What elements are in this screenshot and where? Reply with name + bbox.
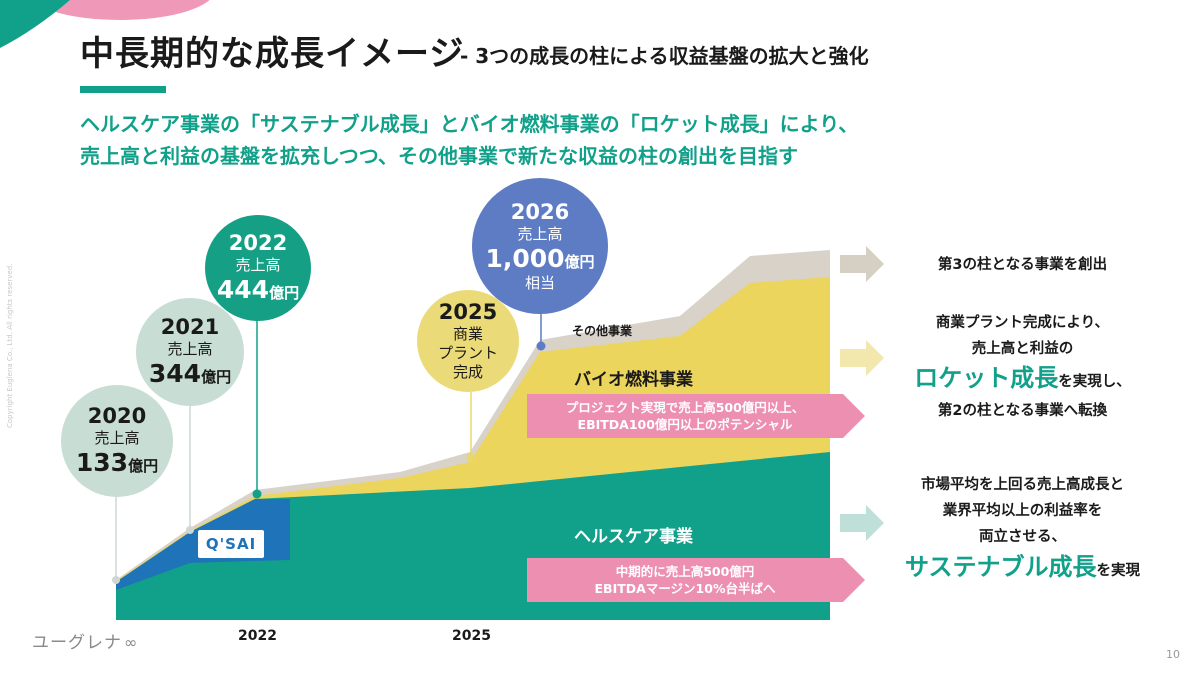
milestone-line2: プラント (437, 344, 498, 362)
milestone-2026: 2026 売上高 1,000億円 相当 (472, 178, 608, 314)
milestone-value: 444 (216, 275, 270, 304)
biofuel-banner: プロジェクト実現で売上高500億円以上、 EBITDA100億円以上のポテンシャ… (527, 399, 843, 433)
milestone-year: 2022 (228, 231, 288, 255)
milestone-suffix: 相当 (524, 273, 555, 292)
biofuel-banner-line1: プロジェクト実現で売上高500億円以上、 (565, 400, 805, 415)
milestone-unit: 億円 (564, 252, 595, 271)
label-other-business: その他事業 (572, 324, 633, 338)
side-biofuel-block: 商業プラント完成により、 売上高と利益の ロケット成長を実現し、 第2の柱となる… (895, 310, 1150, 424)
milestone-unit: 億円 (201, 368, 232, 386)
side-other-text: 第3の柱となる事業を創出 (937, 257, 1108, 273)
milestone-value: 344 (148, 359, 202, 388)
qsai-logo: Q'SAI (198, 530, 264, 558)
milestone-line1: 商業 (452, 325, 483, 343)
milestone-unit: 億円 (269, 284, 300, 302)
milestone-label: 売上高 (94, 429, 140, 447)
side-biofuel-after: を実現し、 (1058, 374, 1131, 390)
infinity-icon: ∞ (124, 633, 139, 652)
healthcare-banner: 中期的に売上高500億円 EBITDAマージン10%台半ばへ (527, 563, 843, 597)
milestone-value: 1,000 (485, 243, 565, 273)
label-biofuel: バイオ燃料事業 (574, 370, 693, 390)
milestone-2022: 2022 売上高 444億円 (205, 215, 311, 321)
label-healthcare: ヘルスケア事業 (574, 527, 693, 547)
arrow-healthcare (840, 505, 884, 541)
side-healthcare-line2: 業界平均以上の利益率を (942, 503, 1103, 519)
milestone-year: 2025 (438, 300, 498, 324)
lead-line-2: 売上高と利益の基盤を拡充しつつ、その他事業で新たな収益の柱の創出を目指す (80, 144, 798, 168)
milestone-year: 2020 (87, 404, 147, 428)
biofuel-banner-line2: EBITDA100億円以上のポテンシャル (577, 417, 793, 432)
milestone-2025: 2025 商業 プラント 完成 (417, 290, 519, 392)
arrow-biofuel (840, 340, 884, 376)
side-biofuel-line1: 商業プラント完成により、 (935, 315, 1110, 331)
page-title: 中長期的な成長イメージ (80, 34, 465, 74)
lead-line-1: ヘルスケア事業の「サステナブル成長」とバイオ燃料事業の「ロケット成長」により、 (80, 112, 859, 136)
side-healthcare-line3: 両立させる、 (979, 529, 1066, 545)
side-healthcare-emphasis: サステナブル成長 (904, 553, 1097, 581)
milestone-label: 売上高 (167, 340, 213, 358)
milestone-value: 133 (75, 448, 129, 477)
milestone-2021: 2021 売上高 344億円 (136, 298, 244, 406)
milestone-year: 2021 (160, 315, 220, 339)
x-axis-label-2022: 2022 (238, 628, 277, 644)
milestone-line3: 完成 (452, 363, 483, 381)
biofuel-banner-shape (527, 394, 865, 438)
x-axis-label-2025: 2025 (452, 628, 491, 644)
side-healthcare-after: を実現 (1096, 563, 1141, 579)
milestone-label: 売上高 (517, 224, 563, 243)
milestone-year: 2026 (510, 199, 570, 224)
side-healthcare-block: 市場平均を上回る売上高成長と 業界平均以上の利益率を 両立させる、 サステナブル… (885, 472, 1160, 588)
page-number: 10 (1166, 648, 1180, 661)
page-subtitle: - 3つの成長の柱による収益基盤の拡大と強化 (460, 44, 869, 68)
side-biofuel-emphasis: ロケット成長 (914, 364, 1059, 392)
side-healthcare-line1: 市場平均を上回る売上高成長と (921, 477, 1124, 493)
healthcare-banner-shape (527, 558, 865, 602)
arrow-other (840, 246, 884, 282)
healthcare-banner-line2: EBITDAマージン10%台半ばへ (594, 581, 776, 596)
side-biofuel-line2: 売上高と利益の (971, 341, 1074, 357)
title-underline (80, 86, 166, 93)
company-logo: ユーグレナ ∞ (32, 628, 138, 653)
milestone-label: 売上高 (235, 256, 281, 274)
side-biofuel-line4: 第2の柱となる事業へ転換 (937, 403, 1108, 419)
milestone-unit: 億円 (128, 457, 159, 475)
milestone-2020: 2020 売上高 133億円 (61, 385, 173, 497)
healthcare-banner-line1: 中期的に売上高500億円 (615, 564, 755, 579)
company-logo-text: ユーグレナ (32, 633, 122, 653)
